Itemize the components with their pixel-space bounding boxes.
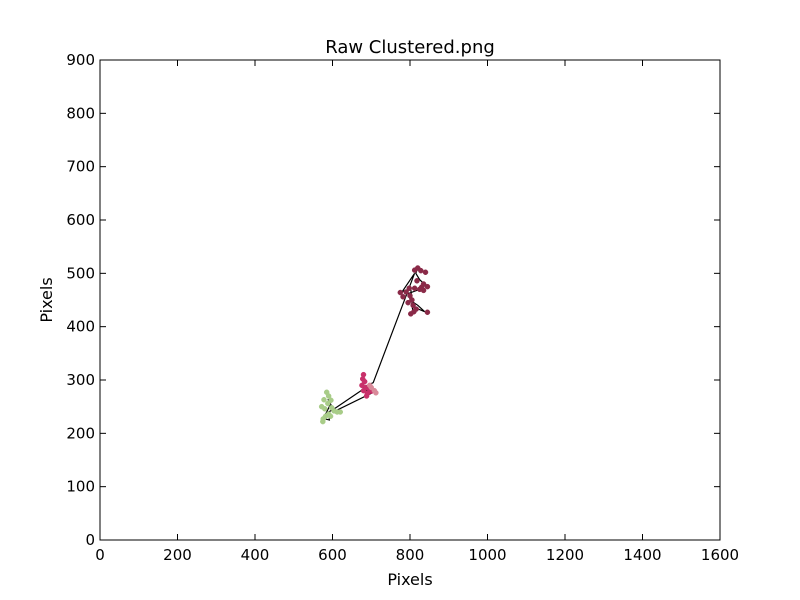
scatter-point xyxy=(414,278,420,284)
scatter-points-layer xyxy=(318,265,431,425)
scatter-point xyxy=(321,396,327,403)
y-axis-label: Pixels xyxy=(37,277,56,322)
x-tick-label: 1600 xyxy=(701,546,739,564)
scatter-point xyxy=(424,283,431,290)
scatter-point xyxy=(408,311,414,317)
scatter-point xyxy=(409,297,415,303)
scatter-point xyxy=(325,393,332,399)
scatter-point xyxy=(422,269,429,276)
axis-ticks: 0 200 400 600 800 1000 1200 1400 1600 0 100 200 300 4… xyxy=(66,51,739,564)
scatter-point xyxy=(337,409,343,415)
scatter-point xyxy=(411,267,418,273)
x-tick-label: 1000 xyxy=(468,546,506,564)
scatter-point xyxy=(405,299,411,306)
x-tick-label: 1400 xyxy=(623,546,661,564)
scatter-point xyxy=(418,267,424,274)
plot-frame xyxy=(99,59,721,541)
x-tick-label: 800 xyxy=(396,546,425,564)
y-tick-label: 300 xyxy=(66,371,95,389)
cluster-series-2 xyxy=(366,382,379,396)
x-tick-label: 0 xyxy=(95,546,105,564)
x-tick-label: 400 xyxy=(241,546,270,564)
scatter-point xyxy=(397,289,404,296)
x-tick-label: 1200 xyxy=(546,546,584,564)
scatter-point xyxy=(361,378,368,385)
y-tick-label: 700 xyxy=(66,158,95,176)
scatter-point xyxy=(424,309,431,316)
scatter-point xyxy=(366,382,373,389)
y-tick-label: 900 xyxy=(66,51,95,69)
scatter-point xyxy=(418,284,425,290)
y-tick-label: 500 xyxy=(66,264,95,282)
x-axis-label: Pixels xyxy=(387,570,432,589)
x-tick-label: 600 xyxy=(318,546,347,564)
cluster-series-1 xyxy=(359,371,374,399)
scatter-point xyxy=(411,285,418,292)
scatter-point xyxy=(360,387,367,394)
scatter-point xyxy=(325,400,331,407)
scatter-point xyxy=(320,418,326,425)
scatter-point xyxy=(403,289,409,295)
y-tick-label: 0 xyxy=(85,531,95,549)
y-tick-label: 400 xyxy=(66,318,95,336)
cluster-series-3 xyxy=(318,389,343,425)
chart-title: Raw Clustered.png xyxy=(325,37,495,58)
scatter-point xyxy=(406,285,412,292)
y-tick-label: 100 xyxy=(66,478,95,496)
y-tick-label: 600 xyxy=(66,211,95,229)
x-tick-label: 200 xyxy=(163,546,192,564)
cluster-series-0 xyxy=(397,265,431,317)
scatter-point xyxy=(373,390,379,396)
y-tick-label: 800 xyxy=(66,104,95,122)
y-tick-label: 200 xyxy=(66,424,95,442)
scatter-point xyxy=(410,302,416,309)
scatter-point xyxy=(322,406,328,412)
scatter-point xyxy=(400,294,406,300)
scatter-point xyxy=(327,413,334,420)
scatter-point xyxy=(363,393,370,399)
